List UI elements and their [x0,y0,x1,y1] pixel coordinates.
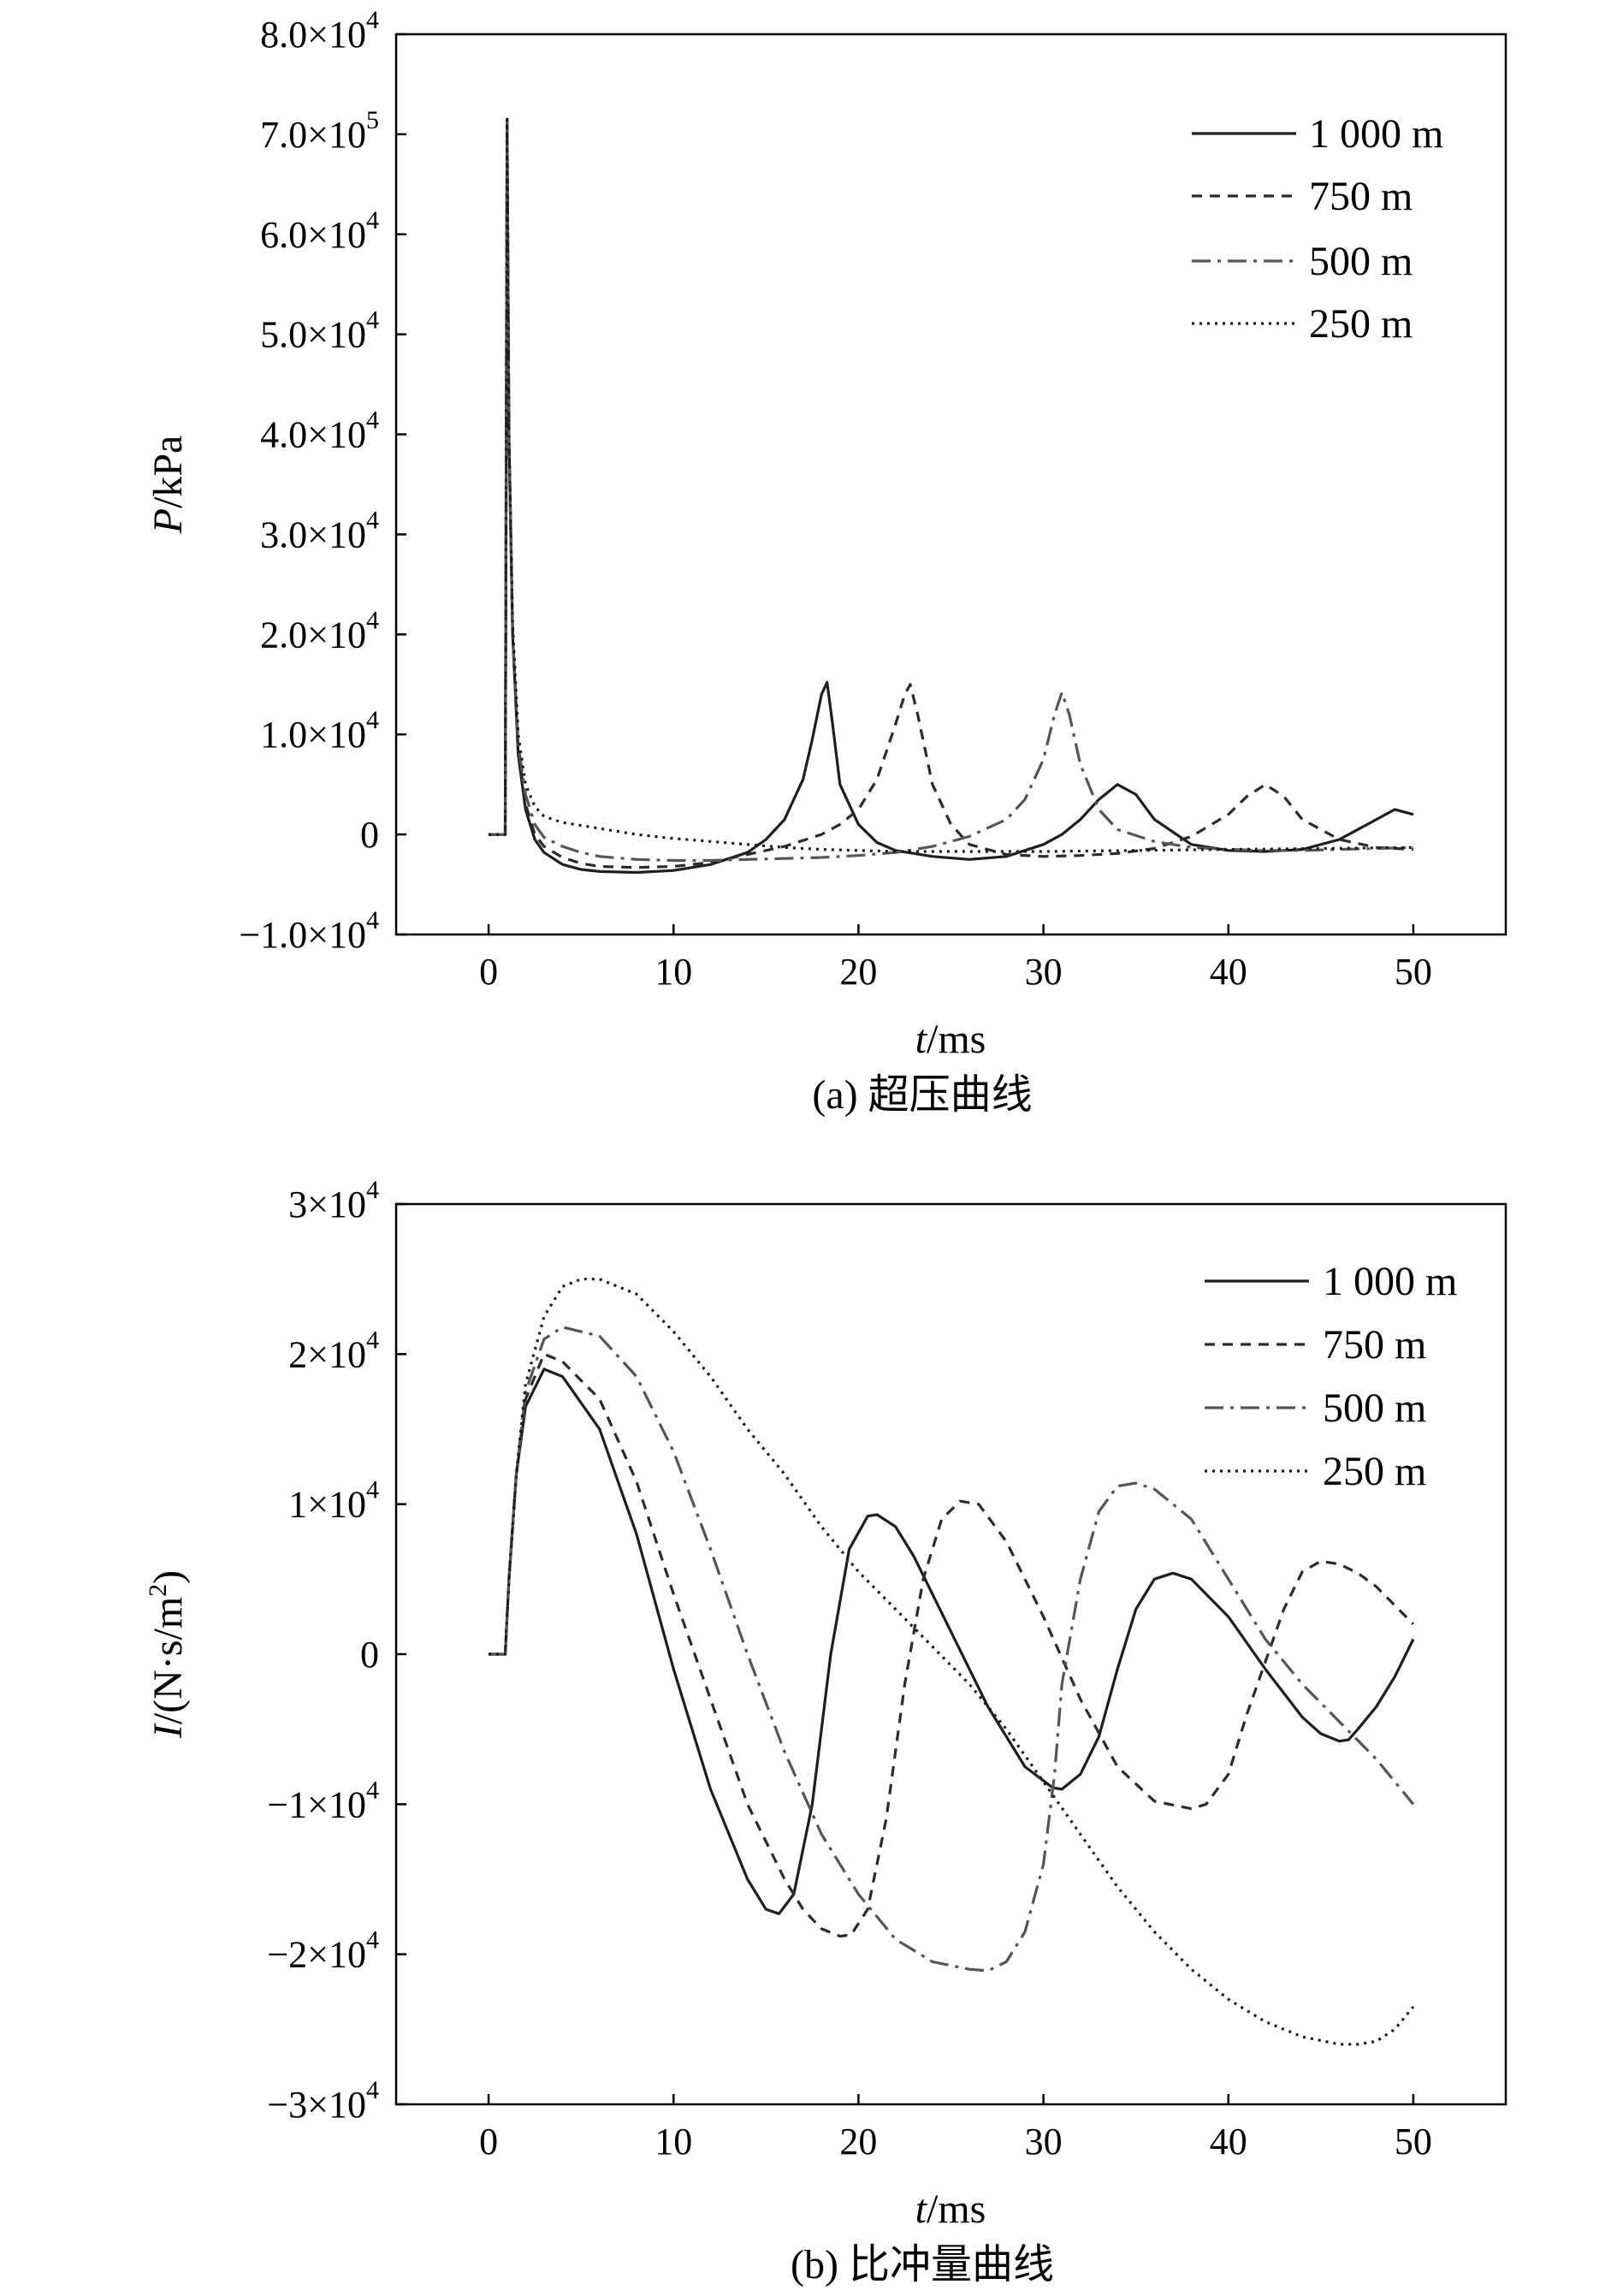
series-line-a-1 [489,117,1413,869]
x-tick-label-b-1: 10 [654,2121,692,2163]
y-tick-label-a-6: 2.0×104 [260,606,379,656]
caption-b: (b) 比冲量曲线 [791,2242,1054,2287]
axes-ticks-b: 0 10 20 30 40 50 3×104 2×104 1×104 0 −1×104 −2×104 −… [267,1176,1432,2163]
caption-a: (a) 超压曲线 [812,1072,1032,1118]
y-tick-label-a-5: 3.0×104 [260,506,379,555]
x-tick-label-b-4: 40 [1210,2121,1247,2163]
x-tick-label-a-4: 40 [1210,951,1247,993]
specific-impulse-chart: 0 10 20 30 40 50 3×104 2×104 1×104 0 −1×104 −2×104 −… [144,1176,1507,2287]
y-tick-label-b-1: 2×104 [288,1326,379,1375]
x-axis-label-a: t/ms [915,1017,986,1062]
x-tick-label-a-0: 0 [479,951,498,993]
legend-b: 1 000 m 750 m 500 m 250 m [1205,1259,1457,1494]
y-tick-label-b-6: −3×104 [267,2076,379,2126]
y-tick-label-a-8: 0 [360,814,379,856]
y-tick-label-a-2: 6.0×104 [260,206,379,256]
series-group-a [489,117,1414,875]
y-tick-label-a-9: −1.0×104 [239,906,379,956]
x-tick-label-a-1: 10 [654,951,692,993]
y-axis-label-a: P/kPa [145,436,191,535]
series-line-b-0 [489,1368,1415,1915]
axes-ticks-a: 0 10 20 30 40 50 8.0×104 7.0×105 6.0×104 5.0×104 4… [239,6,1432,993]
legend-label-a-1: 750 m [1309,174,1413,219]
overpressure-chart: 0 10 20 30 40 50 8.0×104 7.0×105 6.0×104 5.0×104 4… [145,6,1507,1118]
legend-a: 1 000 m 750 m 500 m 250 m [1192,111,1443,347]
series-group-b [489,1278,1415,2046]
x-axis-label-b: t/ms [915,2186,986,2232]
y-axis-label-b: I/(N·s/m2) [144,1570,191,1739]
legend-label-a-3: 250 m [1309,301,1413,347]
x-tick-label-a-5: 50 [1395,951,1432,993]
y-tick-label-a-3: 5.0×104 [260,306,379,356]
series-line-a-3 [489,117,1413,853]
legend-label-b-0: 1 000 m [1323,1259,1457,1304]
x-tick-label-b-5: 50 [1395,2121,1432,2163]
x-tick-label-b-3: 30 [1025,2121,1063,2163]
legend-label-b-1: 750 m [1323,1322,1426,1368]
y-tick-label-b-0: 3×104 [288,1176,379,1225]
y-tick-label-b-4: −1×104 [267,1776,379,1825]
series-line-b-2 [489,1326,1415,1973]
y-tick-label-a-7: 1.0×104 [260,706,379,756]
plot-frame-a [394,33,1507,936]
x-tick-label-a-3: 30 [1025,951,1063,993]
legend-label-b-3: 250 m [1323,1449,1426,1494]
series-line-a-0 [489,117,1414,875]
x-tick-label-a-2: 20 [839,951,877,993]
y-tick-label-a-0: 8.0×104 [260,6,379,56]
y-tick-label-b-5: −2×104 [267,1926,379,1976]
y-tick-label-a-1: 7.0×105 [260,106,379,156]
y-tick-label-b-2: 1×104 [288,1476,379,1526]
legend-label-a-2: 500 m [1309,239,1413,284]
series-line-a-2 [489,117,1413,863]
legend-label-b-2: 500 m [1323,1385,1426,1431]
legend-label-a-0: 1 000 m [1309,111,1443,157]
x-tick-label-b-2: 20 [839,2121,877,2163]
series-line-b-1 [489,1352,1415,1938]
x-tick-label-b-0: 0 [479,2121,498,2163]
y-tick-label-a-4: 4.0×104 [260,406,379,456]
series-line-b-3 [489,1278,1415,2046]
y-tick-label-b-3: 0 [360,1634,379,1676]
